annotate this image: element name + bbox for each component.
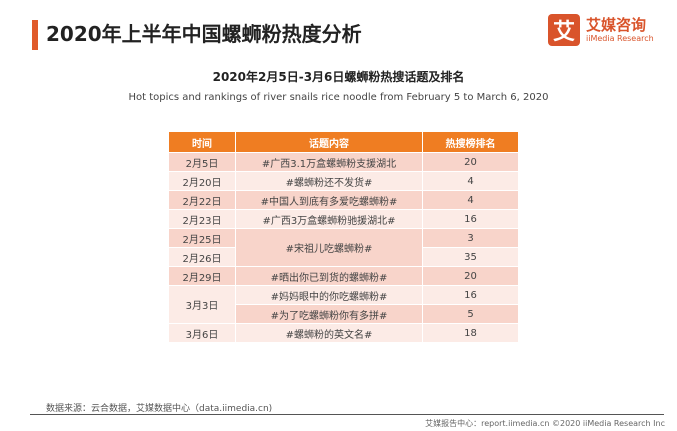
date-cell: 3月6日 xyxy=(168,323,236,343)
table-row: 2月23日 #广西3万盒螺蛳粉驰援湖北# 16 xyxy=(168,209,519,229)
date-cell: 2月5日 xyxy=(168,152,236,172)
topic-cell: #螺蛳粉的英文名# xyxy=(235,323,423,343)
topic-cell: #中国人到底有多爱吃螺蛳粉# xyxy=(235,190,423,210)
rank-cell: 16 xyxy=(422,209,519,229)
topic-cell: #妈妈眼中的你吃螺蛳粉# xyxy=(235,285,423,305)
table-row: 2月25日 #宋祖儿吃螺蛳粉# 3 xyxy=(168,228,519,267)
date-cell: 2月22日 xyxy=(168,190,236,210)
table-row: 3月6日 #螺蛳粉的英文名# 18 xyxy=(168,323,519,343)
logo: 艾 艾媒咨询 iiMedia Research xyxy=(548,14,654,46)
logo-en: iiMedia Research xyxy=(586,33,654,43)
table-row: #为了吃螺蛳粉你有多拼# 5 xyxy=(168,304,519,324)
rank-cell: 4 xyxy=(422,190,519,210)
rank-cell: 3 xyxy=(422,228,519,248)
table-row: 2月29日 #晒出你已到货的螺蛳粉# 20 xyxy=(168,266,519,286)
date-cell: 2月29日 xyxy=(168,266,236,286)
rank-cell: 20 xyxy=(422,152,519,172)
col-header: 时间 xyxy=(168,131,236,153)
table-row: 3月3日 #妈妈眼中的你吃螺蛳粉# 16 xyxy=(168,285,519,324)
topic-cell: #广西3万盒螺蛳粉驰援湖北# xyxy=(235,209,423,229)
topic-cell: #广西3.1万盒螺蛳粉支援湖北 xyxy=(235,152,423,172)
topic-cell: #宋祖儿吃螺蛳粉# xyxy=(235,228,423,267)
logo-cn: 艾媒咨询 xyxy=(586,15,647,34)
date-cell: 2月23日 xyxy=(168,209,236,229)
hot-topics-table: 时间 话题内容 热搜榜排名 2月5日 #广西3.1万盒螺蛳粉支援湖北 20 2月20日 #… xyxy=(168,131,519,343)
data-source: 数据来源：云合数据，艾媒数据中心（data.iimedia.cn) xyxy=(46,404,273,414)
date-cell: 2月20日 xyxy=(168,171,236,191)
rank-cell: 20 xyxy=(422,266,519,286)
rank-cell: 16 xyxy=(422,285,519,305)
table-row: 2月22日 #中国人到底有多爱吃螺蛳粉# 4 xyxy=(168,190,519,210)
topic-cell: #晒出你已到货的螺蛳粉# xyxy=(235,266,423,286)
rank-cell: 35 xyxy=(422,247,519,267)
table-row: 2月5日 #广西3.1万盒螺蛳粉支援湖北 20 xyxy=(168,152,519,172)
rank-cell: 4 xyxy=(422,171,519,191)
date-cell: 2月26日 xyxy=(168,247,236,267)
table-subtitle: Hot topics and rankings of river snails … xyxy=(128,92,549,103)
table-row: 2月20日 #螺蛳粉还不发货# 4 xyxy=(168,171,519,191)
table-title: 2020年2月5日-3月6日螺蛳粉热搜话题及排名 xyxy=(212,70,465,84)
footer-divider xyxy=(30,414,664,415)
footer-credit: 艾媒报告中心：report.iimedia.cn ©2020 iiMedia R… xyxy=(425,419,665,428)
date-cell: 2月25日 xyxy=(168,228,236,248)
logo-mark: 艾 xyxy=(548,14,580,46)
topic-cell: #为了吃螺蛳粉你有多拼# xyxy=(235,304,423,324)
date-cell: 3月3日 xyxy=(168,285,236,324)
rank-cell: 5 xyxy=(422,304,519,324)
topic-cell: #螺蛳粉还不发货# xyxy=(235,171,423,191)
col-header: 话题内容 xyxy=(235,131,423,153)
rank-cell: 18 xyxy=(422,323,519,343)
title-accent-bar xyxy=(32,20,38,50)
page-title: 2020年上半年中国螺蛳粉热度分析 xyxy=(46,22,362,46)
col-header: 热搜榜排名 xyxy=(422,131,519,153)
